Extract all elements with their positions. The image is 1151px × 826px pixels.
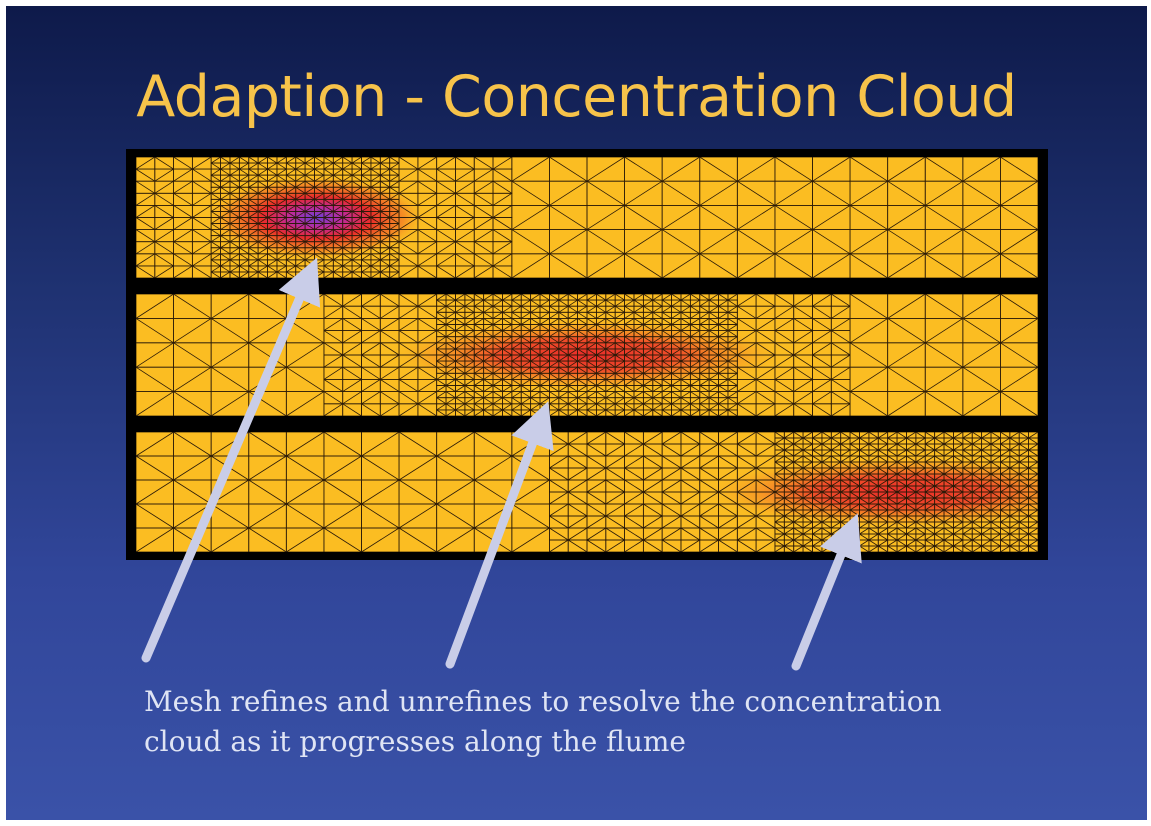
caption: Mesh refines and unrefines to resolve th… [144, 682, 1104, 762]
arrow-to-panel-1 [141, 257, 321, 663]
mesh-panel-time-1 [126, 149, 1048, 286]
slide: Adaption - Concentration Cloud Mesh refi… [6, 6, 1147, 820]
mesh-plot-time-2 [136, 294, 1038, 416]
caption-line-2: cloud as it progresses along the flume [144, 725, 686, 758]
mesh-plot-time-3 [136, 432, 1038, 552]
mesh-lines [136, 294, 1038, 416]
caption-line-1: Mesh refines and unrefines to resolve th… [144, 685, 942, 718]
mesh-lines [136, 157, 1038, 278]
slide-title: Adaption - Concentration Cloud [136, 64, 1017, 130]
mesh-plot-time-1 [136, 157, 1038, 278]
mesh-panel-time-3 [126, 424, 1048, 560]
arrow-to-panel-3 [791, 513, 862, 671]
arrow-to-panel-2 [445, 401, 554, 669]
mesh-lines [136, 432, 1038, 552]
arrows-layer [141, 257, 862, 671]
